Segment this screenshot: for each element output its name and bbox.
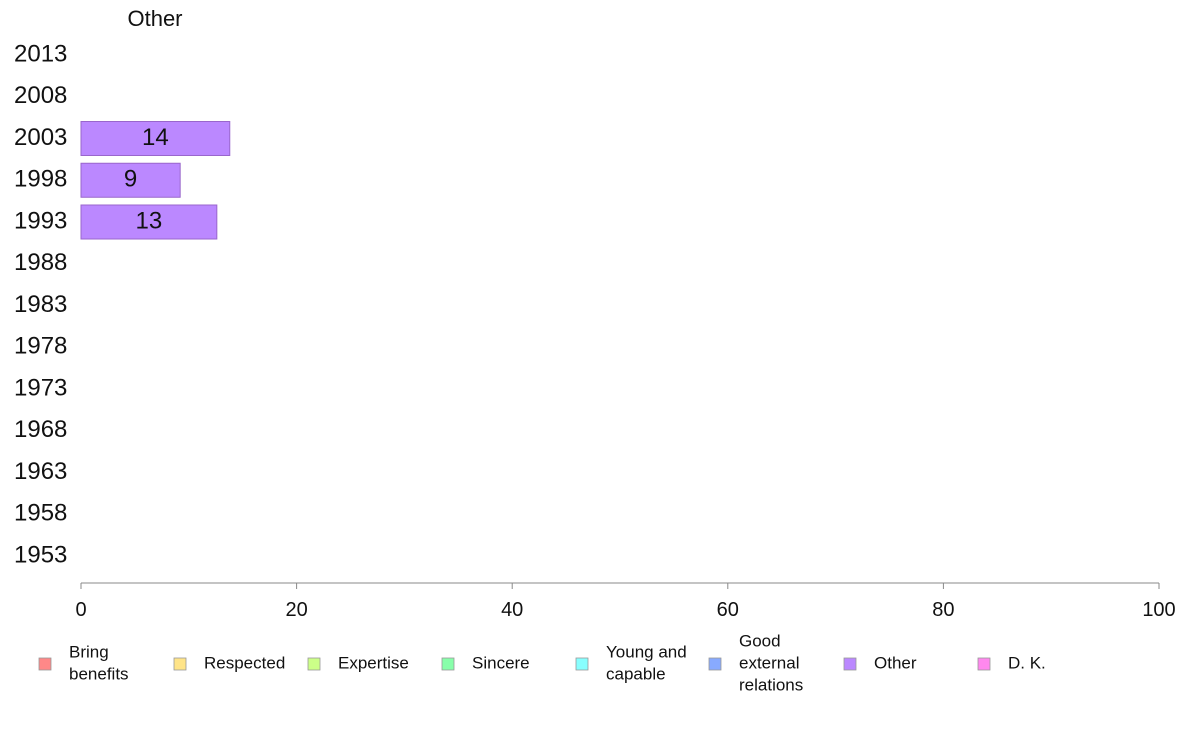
x-tick-label: 80	[932, 599, 954, 621]
x-axis: 0 20 40 60 80 100	[75, 582, 1176, 621]
y-tick-label: 1968	[14, 416, 67, 443]
y-tick-label: 2008	[14, 82, 67, 109]
legend-label: Sincere	[472, 653, 530, 672]
y-tick-label: 2003	[14, 124, 67, 151]
chart-title: Other	[127, 6, 182, 31]
legend-label: Young and	[606, 642, 687, 661]
legend-swatch	[173, 657, 187, 671]
legend-label: Good	[739, 631, 781, 650]
legend-swatch	[441, 657, 455, 671]
y-tick-label: 1998	[14, 166, 67, 193]
y-tick-label: 1978	[14, 333, 67, 360]
y-tick-label: 1993	[14, 207, 67, 234]
x-tick-label: 100	[1142, 599, 1175, 621]
legend-label: capable	[606, 664, 666, 683]
x-tick-label: 60	[717, 599, 739, 621]
legend-swatch	[307, 657, 321, 671]
legend-label: Bring	[69, 642, 109, 661]
x-tick-label: 0	[75, 599, 86, 621]
legend: Bring benefits Respected Expertise Sincere Yo…	[38, 631, 1046, 694]
y-tick-label: 1963	[14, 458, 67, 485]
y-tick-label: 1973	[14, 374, 67, 401]
legend-label: Other	[874, 653, 917, 672]
legend-label: D. K.	[1008, 653, 1046, 672]
y-tick-label: 1983	[14, 291, 67, 318]
bar	[80, 121, 231, 156]
legend-label: Expertise	[338, 653, 409, 672]
legend-swatch	[977, 657, 991, 671]
y-tick-label: 1988	[14, 249, 67, 276]
data-label: 14	[142, 124, 169, 151]
bar	[80, 204, 218, 240]
data-label: 9	[124, 166, 137, 193]
legend-label: benefits	[69, 664, 129, 683]
legend-swatch	[843, 657, 857, 671]
bar	[80, 162, 181, 198]
x-tick-label: 20	[285, 599, 307, 621]
legend-swatch	[708, 657, 722, 671]
legend-label: Respected	[204, 653, 285, 672]
y-axis-ticks: 2013 2008 2003 1998 1993 1988 1983 1978 1973 1968…	[14, 40, 67, 568]
x-tick-label: 40	[501, 599, 523, 621]
legend-swatch	[575, 657, 589, 671]
legend-label: external	[739, 653, 799, 672]
legend-swatch	[38, 657, 52, 671]
legend-label: relations	[739, 675, 803, 694]
bars: 149 13	[80, 121, 231, 240]
y-tick-label: 1953	[14, 541, 67, 568]
y-tick-label: 2013	[14, 40, 67, 67]
y-tick-label: 1958	[14, 500, 67, 527]
data-label: 13	[136, 207, 163, 234]
